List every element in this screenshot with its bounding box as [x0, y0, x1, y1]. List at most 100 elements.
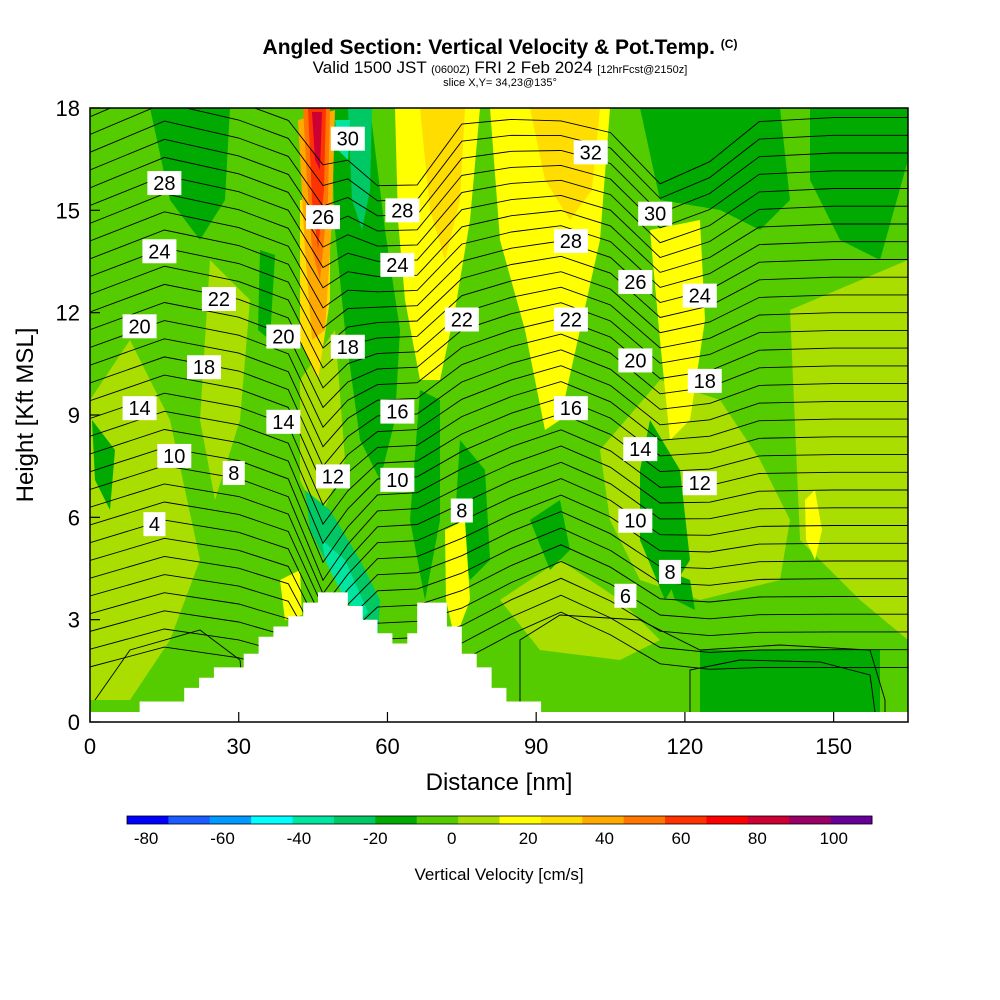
contour-label: 18 [187, 355, 222, 380]
theta-contour-line [90, 445, 908, 582]
colorbar-swatch [706, 816, 749, 824]
colorbar-swatch [375, 816, 418, 824]
contour-label: 10 [157, 443, 192, 468]
contour-label-text: 22 [208, 289, 230, 311]
x-tick-label: 30 [226, 734, 250, 759]
contour-label-text: 14 [128, 398, 150, 420]
velocity-region [92, 420, 115, 510]
x-axis: 0 30 60 90 120 150 [84, 712, 852, 759]
y-axis: 0 3 6 9 12 15 18 [56, 96, 100, 735]
contour-label-box [187, 355, 222, 380]
theta-contour-line [689, 659, 876, 713]
contour-label: 12 [682, 471, 717, 496]
contour-label-text: 18 [337, 337, 359, 359]
colorbar-swatch [127, 816, 169, 824]
contour-label: 20 [618, 348, 653, 373]
contour-label-box [385, 198, 420, 223]
contour-label: 4 [143, 512, 166, 537]
contour-label: 16 [553, 396, 588, 421]
contour-label-box [315, 464, 350, 489]
colorbar-swatch [623, 816, 666, 824]
contour-label-box [266, 409, 301, 434]
contour-label-box [553, 229, 588, 254]
contour-label-text: 18 [694, 371, 716, 393]
contour-label: 12 [315, 464, 350, 489]
contour-label-text: 30 [337, 129, 359, 151]
colorbar-swatch [789, 816, 832, 824]
contour-label-text: 8 [664, 562, 675, 584]
contour-label-text: 32 [580, 142, 602, 164]
contour-label-box [147, 171, 182, 196]
contour-label-text: 18 [193, 357, 215, 379]
contour-label-box [553, 396, 588, 421]
contour-label: 6 [614, 583, 637, 608]
theta-contour-line [90, 229, 908, 329]
theta-contour-line [90, 349, 908, 468]
velocity-region [322, 540, 368, 620]
x-tick-label: 150 [815, 734, 852, 759]
contour-label-box [614, 583, 637, 608]
colorbar-tick-label: 20 [519, 829, 538, 848]
colorbar-tick-label: 40 [595, 829, 614, 848]
contour-label-box [553, 307, 588, 332]
contour-label-text: 28 [391, 200, 413, 222]
theta-contour-line [90, 108, 908, 202]
contour-label-box [618, 348, 653, 373]
colorbar-swatch [830, 816, 873, 824]
theta-contour-line [90, 120, 908, 217]
theta-contour-line [90, 527, 908, 650]
colorbar-swatch [665, 816, 707, 824]
x-tick-label: 60 [375, 734, 399, 759]
colorbar-tick-label: 100 [820, 829, 848, 848]
colorbar-swatch [458, 816, 500, 824]
contour-label: 16 [380, 399, 415, 424]
velocity-region [700, 650, 880, 712]
colorbar-swatch [292, 816, 335, 824]
velocity-region [790, 260, 908, 640]
y-tick-label: 3 [68, 608, 80, 633]
contour-label-text: 16 [386, 402, 408, 424]
chart-title: Angled Section: Vertical Velocity & Pot.… [262, 36, 738, 59]
contour-label-text: 8 [456, 501, 467, 523]
theta-contour-line [90, 544, 908, 664]
colorbar-tick-label: -80 [134, 829, 159, 848]
chart-subtitle: Valid 1500 JST (0600Z) FRI 2 Feb 2024 [1… [312, 58, 688, 77]
contour-label-text: 14 [272, 412, 294, 434]
velocity-region [445, 520, 470, 640]
contour-label-text: 28 [153, 173, 175, 195]
velocity-field [90, 108, 908, 722]
theta-contour-line [519, 614, 886, 712]
velocity-region [500, 560, 660, 660]
contour-label-text: 24 [148, 241, 170, 263]
contour-label-text: 22 [560, 309, 582, 331]
colorbar-label: Vertical Velocity [cm/s] [414, 865, 583, 884]
colorbar-tick-label: 0 [447, 829, 456, 848]
contour-label-text: 26 [624, 272, 646, 294]
y-axis-label: Height [Kft MSL] [12, 328, 39, 503]
contour-label: 26 [618, 269, 653, 294]
velocity-region [810, 108, 908, 260]
theta-contour-line [90, 397, 908, 525]
colorbar-swatch [168, 816, 211, 824]
contour-label: 26 [306, 205, 341, 230]
contour-label-text: 20 [128, 316, 150, 338]
contour-label-box [266, 324, 301, 349]
contour-label-box [450, 498, 473, 523]
colorbar-swatch [209, 816, 252, 824]
contour-label-text: 30 [644, 204, 666, 226]
contour-label-box [618, 269, 653, 294]
contour-label: 24 [380, 252, 415, 277]
contour-label-text: 8 [228, 463, 239, 485]
contour-label-text: 22 [451, 309, 473, 331]
contour-label-box [122, 396, 157, 421]
contour-label: 10 [618, 508, 653, 533]
contour-label: 22 [444, 307, 479, 332]
contour-label-text: 10 [163, 446, 185, 468]
contour-label-box [659, 559, 682, 584]
contour-label-box [623, 437, 658, 462]
contour-label: 28 [553, 229, 588, 254]
velocity-region [200, 260, 250, 500]
velocity-region [410, 390, 440, 600]
x-tick-label: 90 [524, 734, 548, 759]
theta-contour-line [90, 265, 908, 369]
